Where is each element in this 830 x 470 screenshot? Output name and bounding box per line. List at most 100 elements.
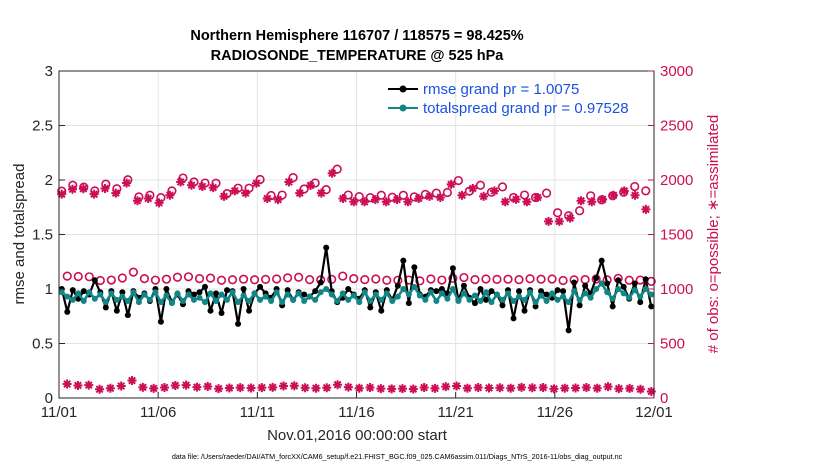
obs-possible-point	[321, 184, 331, 195]
totalspread-point	[58, 289, 65, 296]
obs-assimilated-point	[278, 381, 288, 391]
obs-possible-point	[354, 191, 364, 202]
totalspread-point	[268, 297, 275, 304]
obs-assimilated-point	[608, 190, 618, 200]
obs-assimilated-point	[495, 383, 505, 393]
obs-assimilated-point	[430, 383, 440, 393]
rmse-point	[64, 308, 71, 315]
x-tick-label: 11/06	[140, 404, 176, 421]
totalspread-point	[637, 293, 644, 300]
rmse-point	[201, 283, 208, 290]
totalspread-point	[400, 286, 407, 292]
obs-assimilated-point	[592, 383, 602, 393]
rmse-point	[284, 287, 291, 294]
rmse-point	[312, 288, 319, 295]
rmse-point	[317, 279, 324, 286]
obs-possible-point	[294, 272, 304, 282]
totalspread-point	[532, 299, 539, 306]
totalspread-point	[615, 286, 622, 292]
totalspread-point	[593, 286, 600, 292]
obs-possible-point	[426, 274, 436, 284]
legend-label-totalspread: totalspread grand pr = 0.97528	[423, 100, 629, 117]
obs-assimilated-point	[165, 190, 175, 200]
obs-assimilated-point	[484, 383, 494, 393]
totalspread-point	[97, 291, 104, 298]
totalspread-point	[350, 292, 357, 299]
obs-assimilated-point	[506, 383, 516, 393]
rmse-point	[113, 307, 120, 314]
obs-assimilated-point	[554, 216, 564, 226]
obs-assimilated-point	[408, 384, 418, 394]
rmse-point	[207, 307, 214, 314]
obs-assimilated-point	[489, 186, 499, 196]
rmse-point	[240, 286, 247, 292]
obs-possible-point	[205, 273, 216, 283]
obs-assimilated-point	[630, 190, 640, 200]
y-axis-label-right: # of obs: o=possible; ∗=assimilated	[705, 115, 722, 354]
totalspread-point	[306, 293, 313, 300]
obs-assimilated-point	[224, 383, 234, 393]
totalspread-point	[262, 293, 269, 300]
obs-assimilated-point	[538, 383, 548, 393]
obs-assimilated-point	[176, 177, 186, 187]
obs-possible-point	[371, 274, 381, 284]
obs-assimilated-point	[457, 190, 467, 200]
rmse-point	[190, 291, 197, 298]
obs-possible-point	[194, 274, 205, 284]
left-tick-label: 2	[45, 172, 53, 189]
obs-possible-point	[360, 275, 370, 285]
obs-assimilated-point	[587, 197, 597, 207]
obs-assimilated-point	[68, 184, 78, 194]
obs-assimilated-point	[333, 380, 343, 390]
x-tick-label: 11/01	[41, 404, 77, 421]
obs-assimilated-point	[468, 184, 478, 194]
obs-assimilated-point	[441, 382, 451, 392]
obs-possible-point	[541, 188, 552, 198]
obs-assimilated-point	[78, 184, 88, 194]
totalspread-point	[587, 294, 594, 301]
totalspread-point	[312, 296, 319, 303]
obs-possible-point	[260, 274, 271, 285]
rmse-point	[196, 289, 203, 296]
rmse-point	[516, 288, 523, 295]
totalspread-point	[334, 297, 341, 304]
left-tick-label: 3	[45, 63, 53, 80]
totalspread-point	[207, 290, 214, 297]
obs-assimilated-point	[565, 213, 575, 223]
totalspread-point	[609, 295, 616, 302]
totalspread-point	[235, 299, 242, 306]
totalspread-point	[449, 286, 456, 292]
rmse-point	[394, 282, 401, 289]
totalspread-point	[356, 299, 363, 306]
rmse-point	[637, 299, 644, 306]
totalspread-point	[339, 290, 346, 297]
obs-possible-point	[398, 190, 408, 200]
totalspread-point	[411, 283, 418, 290]
obs-possible-point	[62, 271, 72, 281]
rmse-point	[449, 265, 456, 272]
totalspread-point	[201, 299, 208, 306]
x-tick-label: 11/26	[537, 404, 573, 421]
x-tick-label: 11/16	[338, 404, 374, 421]
obs-assimilated-point	[544, 216, 554, 226]
totalspread-point	[460, 290, 467, 297]
rmse-point	[571, 279, 578, 286]
left-tick-label: 1	[45, 281, 53, 298]
totalspread-point	[229, 289, 236, 296]
totalspread-point	[626, 294, 633, 301]
rmse-point	[224, 287, 231, 294]
obs-assimilated-point	[122, 178, 132, 188]
totalspread-point	[224, 296, 231, 303]
totalspread-point	[493, 291, 500, 298]
right-tick-label: 0	[660, 390, 668, 407]
totalspread-point	[505, 290, 512, 297]
obs-possible-point	[244, 183, 254, 193]
left-tick-label: 0	[45, 390, 53, 407]
obs-possible-point	[437, 275, 447, 285]
totalspread-point	[527, 289, 534, 296]
totalspread-point	[576, 296, 583, 303]
rmse-point	[576, 302, 583, 309]
totalspread-point	[119, 293, 126, 300]
obs-possible-point	[128, 267, 138, 277]
